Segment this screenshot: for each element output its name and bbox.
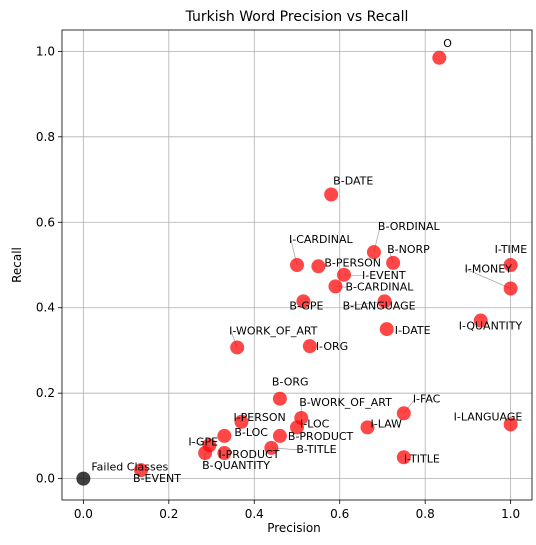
point-label: B-LANGUAGE	[343, 299, 416, 312]
point-label: B-EVENT	[133, 472, 181, 485]
point-label: B-NORP	[387, 243, 430, 256]
point-label: B-ORDINAL	[378, 220, 441, 233]
point-label: I-TIME	[495, 243, 528, 256]
y-axis-ticks: 0.0 0.2 0.4 0.6 0.8 1.0	[36, 44, 62, 485]
point-label: B-WORK_OF_ART	[299, 396, 392, 409]
scatter-point	[273, 429, 287, 443]
point-label: I-DATE	[395, 324, 431, 337]
scatter-point	[311, 259, 325, 273]
scatter-point	[303, 339, 317, 353]
point-label: I-QUANTITY	[459, 320, 523, 333]
x-tick-label: 0.4	[245, 507, 264, 521]
scatter-point	[230, 340, 244, 354]
y-tick-label: 0.0	[36, 472, 55, 486]
point-label: O	[443, 37, 452, 50]
point-label: I-PERSON	[233, 411, 285, 424]
scatter-point	[273, 392, 287, 406]
point-label: I-ORG	[316, 340, 348, 353]
x-axis-label: Precision	[267, 521, 321, 535]
point-label: Failed Classes	[91, 461, 168, 474]
y-tick-label: 0.4	[36, 301, 55, 315]
data-points	[76, 51, 517, 486]
point-label: I-GPE	[188, 435, 218, 448]
point-label: B-PRODUCT	[288, 430, 354, 443]
y-tick-label: 0.2	[36, 386, 55, 400]
point-label: B-CARDINAL	[345, 280, 414, 293]
x-axis-ticks: 0.0 0.2 0.4 0.6 0.8 1.0	[74, 500, 520, 521]
point-label: B-GPE	[289, 299, 323, 312]
point-label: I-LOC	[300, 417, 330, 430]
point-label: B-TITLE	[296, 443, 336, 456]
x-tick-label: 1.0	[501, 507, 520, 521]
x-tick-label: 0.6	[330, 507, 349, 521]
point-label: I-TITLE	[404, 452, 440, 465]
point-label: B-LOC	[234, 426, 268, 439]
point-label: B-DATE	[333, 175, 373, 188]
y-tick-label: 0.8	[36, 130, 55, 144]
scatter-point	[217, 429, 231, 443]
x-tick-label: 0.2	[159, 507, 178, 521]
x-tick-label: 0.0	[74, 507, 93, 521]
scatter-point	[504, 282, 518, 296]
point-labels: O B-DATE B-ORDINAL I-CARDINAL B-NORP B-PERSON…	[91, 37, 527, 485]
point-label: B-PERSON	[324, 256, 381, 269]
y-axis-label: Recall	[10, 247, 24, 283]
point-label: I-WORK_OF_ART	[229, 324, 318, 337]
point-label: I-MONEY	[465, 263, 513, 276]
failed-classes-point	[76, 472, 90, 486]
scatter-point	[380, 322, 394, 336]
scatter-point	[386, 256, 400, 270]
scatter-point	[324, 188, 338, 202]
point-label: B-ORG	[272, 376, 309, 389]
point-label: B-QUANTITY	[202, 459, 270, 472]
point-label: I-LAW	[371, 417, 403, 430]
point-label: I-CARDINAL	[289, 233, 354, 246]
scatter-point	[432, 51, 446, 65]
scatter-point	[328, 279, 342, 293]
point-label: I-FAC	[413, 392, 441, 405]
y-tick-label: 0.6	[36, 215, 55, 229]
x-tick-label: 0.8	[416, 507, 435, 521]
point-label: I-LANGUAGE	[454, 410, 523, 423]
y-tick-label: 1.0	[36, 44, 55, 58]
scatter-point	[290, 258, 304, 272]
chart-title: Turkish Word Precision vs Recall	[185, 9, 409, 25]
